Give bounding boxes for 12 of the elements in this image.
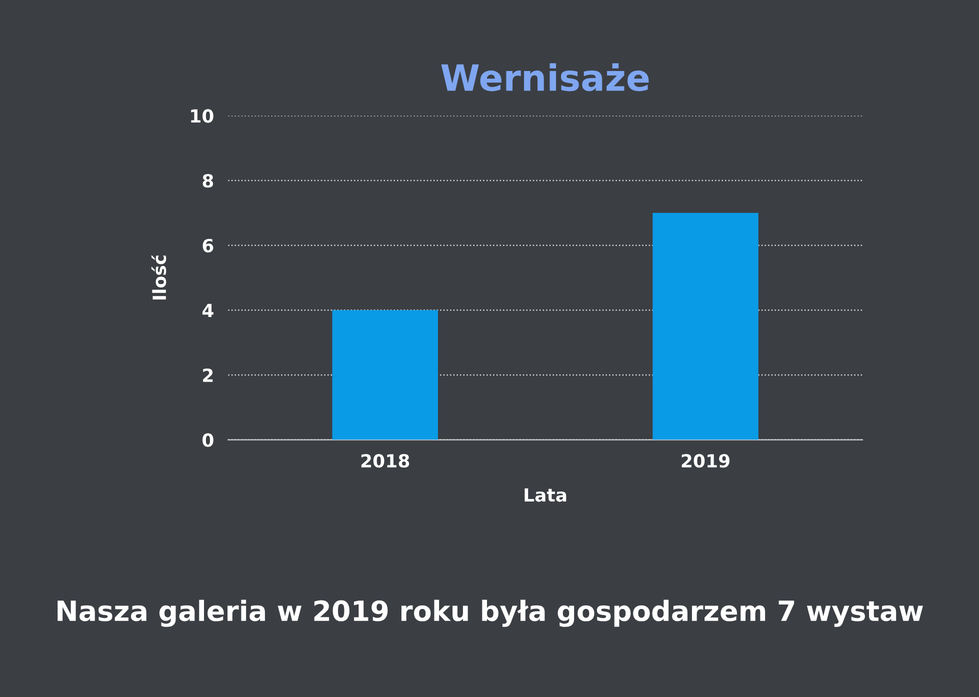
y-tick-label: 10 [191, 109, 214, 123]
x-axis-title: Lata [524, 488, 566, 502]
y-axis-title: Ilość [151, 255, 166, 300]
text: Nasza galeria w 2019 roku była gospodarzem 7 wystaw [58, 600, 923, 627]
x-tick-label: 2018 [361, 454, 410, 468]
chart-title: Wernisaże [441, 63, 649, 92]
y-tick-label: 8 [202, 174, 214, 188]
x-tick-label: 2019 [682, 454, 730, 468]
y-tick-label: 0 [202, 433, 214, 447]
y-tick-label: 2 [203, 368, 213, 382]
y-tick-label: 4 [202, 304, 214, 318]
y-tick-label: 6 [202, 238, 214, 252]
